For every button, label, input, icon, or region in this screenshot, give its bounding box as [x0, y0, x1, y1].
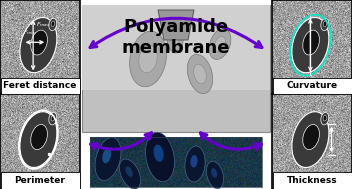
Ellipse shape [321, 112, 329, 125]
Ellipse shape [303, 30, 319, 55]
Ellipse shape [51, 115, 55, 121]
Bar [0, 0, 80, 94]
Ellipse shape [292, 112, 329, 167]
Bar [272, 77, 352, 94]
Text: $F_{min}$: $F_{min}$ [24, 28, 37, 37]
Text: Feret distance: Feret distance [3, 81, 77, 90]
Ellipse shape [167, 25, 183, 53]
Ellipse shape [95, 138, 121, 180]
Ellipse shape [102, 148, 111, 163]
Bar [272, 172, 352, 188]
Polygon shape [82, 5, 270, 90]
Bar [0, 172, 80, 188]
Ellipse shape [321, 18, 329, 31]
Polygon shape [82, 5, 270, 132]
Ellipse shape [323, 115, 327, 121]
Ellipse shape [20, 112, 57, 167]
Ellipse shape [153, 145, 164, 162]
Ellipse shape [194, 64, 206, 84]
Ellipse shape [49, 18, 57, 31]
Ellipse shape [207, 161, 224, 189]
Ellipse shape [187, 54, 213, 94]
Ellipse shape [31, 125, 48, 150]
Ellipse shape [51, 21, 55, 27]
Text: $F_{max}$: $F_{max}$ [36, 20, 51, 29]
Ellipse shape [130, 31, 166, 87]
Ellipse shape [292, 18, 329, 73]
Bar [0, 77, 80, 94]
Ellipse shape [190, 155, 197, 168]
Text: Polyamide
membrane: Polyamide membrane [122, 18, 230, 57]
Ellipse shape [49, 112, 57, 125]
Bar [272, 0, 352, 94]
Ellipse shape [171, 32, 179, 46]
Ellipse shape [145, 132, 175, 182]
Ellipse shape [20, 18, 57, 73]
Ellipse shape [139, 45, 157, 73]
Ellipse shape [211, 168, 217, 178]
Ellipse shape [323, 21, 327, 27]
Ellipse shape [119, 159, 140, 189]
Ellipse shape [215, 36, 225, 52]
Ellipse shape [185, 146, 205, 182]
Bar [272, 94, 352, 189]
Text: Thickness: Thickness [287, 176, 337, 185]
Ellipse shape [303, 125, 319, 150]
Ellipse shape [209, 29, 231, 59]
Bar [0, 94, 80, 189]
Polygon shape [158, 10, 194, 40]
Bar [90, 137, 262, 187]
Ellipse shape [31, 30, 48, 55]
Text: Perimeter: Perimeter [14, 176, 65, 185]
Text: Curvature: Curvature [287, 81, 338, 90]
Ellipse shape [125, 166, 133, 177]
